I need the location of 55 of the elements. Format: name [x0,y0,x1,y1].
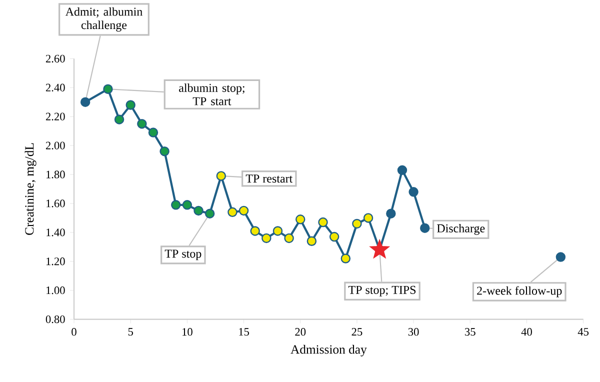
x-tick-label: 0 [72,328,76,336]
point [296,214,306,224]
point [171,200,181,210]
x-tick-label: 40 [521,328,532,336]
point [318,217,328,228]
annotation: Discharge [437,224,485,235]
point [272,226,283,236]
y-tick-label: 1.00 [46,286,65,294]
annotation: 2-week follow-up [477,286,562,298]
annotation: TP stop [164,250,202,260]
y-tick-label: 1.40 [46,228,65,236]
annotation: Admit; albumin challenge [65,7,142,32]
y-axis-title: Creatinine, mg/dL [24,143,36,235]
point [363,213,374,223]
point [329,232,340,242]
y-tick-label: 1.20 [46,258,65,266]
x-tick-label: 35 [465,328,476,336]
point [556,252,566,262]
x-tick-label: 45 [578,328,589,336]
point [340,254,351,264]
point [182,200,192,210]
point [262,233,272,244]
x-tick-label: 5 [128,328,133,336]
point [228,207,238,218]
point [148,128,158,138]
y-tick-label: 2.60 [46,54,65,63]
y-tick-label: 1.80 [46,170,65,178]
y-tick-label: 0.80 [46,315,65,324]
annotation: TP restart [246,174,293,183]
x-tick-label: 15 [239,328,250,336]
point [160,146,170,156]
x-tick-label: 20 [295,328,306,336]
y-tick-label: 2.40 [46,84,65,92]
point [250,226,260,236]
point [216,171,226,181]
x-axis-title: Admission day [290,344,367,356]
annotation: TP stop; TIPS [348,286,416,296]
point [284,233,294,244]
annotation: albumin stop; TP start [179,84,244,106]
y-tick-label: 2.00 [46,142,65,150]
point [126,100,136,110]
point [103,84,113,94]
point [352,218,362,229]
point [204,208,215,218]
point [114,114,124,124]
point [194,206,204,216]
y-tick-label: 2.20 [46,112,65,120]
x-tick-label: 30 [408,328,419,336]
x-tick-label: 10 [182,328,192,336]
point [370,240,390,258]
x-tick-label: 25 [352,328,362,336]
point [137,118,147,129]
point [238,206,249,216]
point [306,236,317,246]
y-tick-label: 1.60 [46,200,65,208]
